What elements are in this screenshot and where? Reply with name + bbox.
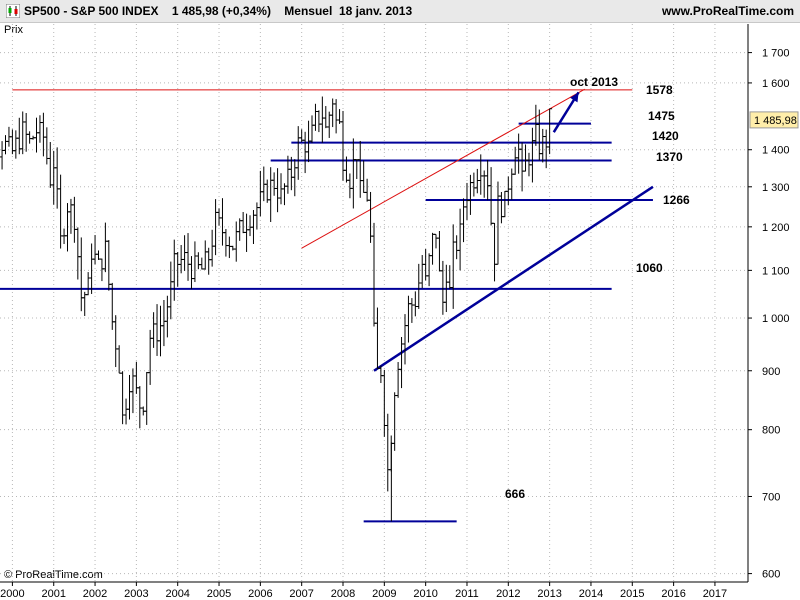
- x-tick-label: 2017: [703, 588, 727, 600]
- x-tick-label: 2007: [289, 588, 313, 600]
- last-price-tag: [749, 111, 799, 129]
- y-tick-label: 1 300: [762, 182, 790, 194]
- y-tick-label: 1 100: [762, 265, 790, 277]
- x-tick-label: 2014: [579, 588, 603, 600]
- instrument-title: SP500 - S&P 500 INDEX 1 485,98 (+0,34%) …: [24, 4, 412, 18]
- y-tick-label: 1 400: [762, 145, 790, 157]
- x-tick-label: 2000: [0, 588, 24, 600]
- level-label-1578: 1578: [646, 83, 673, 97]
- resistance-trendline: [301, 88, 586, 249]
- y-tick-label: 700: [762, 491, 780, 503]
- price-axis-title: Prix: [4, 24, 23, 36]
- x-tick-label: 2003: [124, 588, 148, 600]
- x-tick-label: 2013: [537, 588, 561, 600]
- quote-date: 18 janv. 2013: [338, 4, 413, 18]
- title-separator: -: [60, 4, 71, 18]
- last-price-label: 1 485,98: [754, 115, 797, 127]
- x-tick-label: 2008: [331, 588, 355, 600]
- instrument-name: S&P 500 INDEX: [70, 4, 159, 18]
- x-tick-label: 2001: [41, 588, 65, 600]
- x-tick-label: 2015: [620, 588, 644, 600]
- level-label-1370: 1370: [656, 150, 683, 164]
- x-tick-label: 2002: [83, 588, 107, 600]
- y-tick-label: 900: [762, 366, 780, 378]
- x-tick-label: 2011: [455, 588, 479, 600]
- level-label-1420: 1420: [652, 129, 679, 143]
- ohlc-bars: [0, 96, 553, 522]
- level-label-666: 666: [505, 487, 525, 501]
- x-tick-label: 2006: [248, 588, 272, 600]
- x-tick-label: 2005: [207, 588, 231, 600]
- period: Mensuel: [284, 4, 333, 18]
- level-label-1266: 1266: [663, 193, 690, 207]
- level-label-1060: 1060: [636, 261, 663, 275]
- last-quote: 1 485,98 (+0,34%): [171, 4, 271, 18]
- x-tick-label: 2010: [413, 588, 437, 600]
- y-tick-label: 1 200: [762, 222, 790, 234]
- support-trendline: [373, 185, 654, 372]
- level-labels: oct 2013 1578 1475 1420 1370 1266 1060 666: [505, 75, 690, 501]
- y-tick-label: 1 600: [762, 78, 790, 90]
- trendlines: [0, 88, 654, 523]
- copyright: © ProRealTime.com: [4, 569, 103, 581]
- chart-header: SP500 - S&P 500 INDEX 1 485,98 (+0,34%) …: [0, 0, 800, 23]
- x-tick-label: 2009: [372, 588, 396, 600]
- y-tick-label: 1 700: [762, 48, 790, 60]
- x-tick-label: 2004: [165, 588, 189, 600]
- candlestick-chart-icon[interactable]: [6, 4, 20, 18]
- y-tick-label: 1 000: [762, 313, 790, 325]
- x-tick-label: 2012: [496, 588, 520, 600]
- y-tick-label: 600: [762, 569, 780, 581]
- y-tick-label: 800: [762, 425, 780, 437]
- x-tick-label: 2016: [661, 588, 685, 600]
- site-link[interactable]: www.ProRealTime.com: [661, 4, 794, 18]
- level-label-oct-2013: oct 2013: [570, 75, 618, 89]
- symbol: SP500: [24, 4, 61, 18]
- level-label-1475: 1475: [648, 109, 675, 123]
- axes: 2000 2001 2002 2003 2004 2005 2006 2007 2008 2009…: [0, 24, 799, 600]
- projection-arrowhead: [570, 92, 579, 103]
